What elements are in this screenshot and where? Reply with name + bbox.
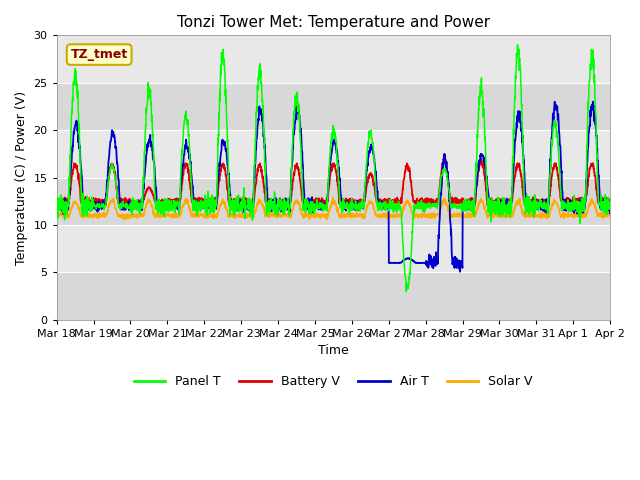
Title: Tonzi Tower Met: Temperature and Power: Tonzi Tower Met: Temperature and Power (177, 15, 490, 30)
Legend: Panel T, Battery V, Air T, Solar V: Panel T, Battery V, Air T, Solar V (129, 370, 538, 393)
Bar (57, 130, 610, 178)
Bar (57, 36, 610, 83)
X-axis label: Time: Time (318, 344, 349, 357)
Bar (57, 83, 610, 130)
Bar (57, 225, 610, 272)
Bar (57, 272, 610, 320)
Y-axis label: Temperature (C) / Power (V): Temperature (C) / Power (V) (15, 91, 28, 264)
Bar (57, 178, 610, 225)
Text: TZ_tmet: TZ_tmet (70, 48, 128, 61)
